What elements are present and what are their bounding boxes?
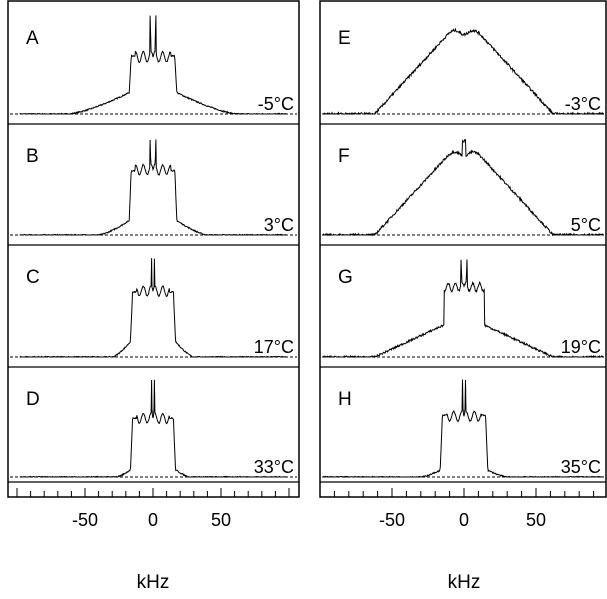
x-axis-label: kHz	[137, 572, 170, 593]
temperature-label: 5°C	[571, 215, 601, 235]
spectrum-panel-c: C 17°C	[8, 244, 299, 358]
column-frame	[7, 0, 300, 498]
spectrum-line-b	[19, 139, 287, 236]
panel-label: H	[338, 389, 352, 410]
right-column: E -3°C F 5°C G 19°C H 35°C -50 0 50 kHz	[319, 0, 607, 593]
spectrum-line-a	[19, 15, 287, 115]
column-frame	[319, 0, 607, 498]
temperature-label: 19°C	[561, 337, 601, 357]
spectrum-panel-d: D 33°C	[8, 366, 299, 478]
spectrum-panel-a: A -5°C	[10, 15, 297, 115]
spectrum-line-e	[322, 27, 605, 116]
x-tick-label: 0	[148, 510, 158, 530]
temperature-label: 35°C	[561, 457, 601, 477]
panel-label: A	[26, 28, 39, 49]
spectrum-panel-e: E -3°C	[322, 27, 605, 116]
spectrum-line-d	[19, 379, 287, 478]
x-axis-label: kHz	[448, 572, 481, 593]
temperature-label: 17°C	[254, 337, 294, 357]
panel-label: G	[338, 267, 353, 288]
panel-label: F	[338, 146, 350, 167]
x-tick-label: 0	[459, 510, 469, 530]
temperature-label: -3°C	[565, 94, 601, 114]
spectrum-panel-f: F 5°C	[320, 123, 606, 237]
x-tick-label: -50	[72, 510, 98, 530]
panel-label: B	[26, 146, 39, 167]
spectrum-line-f	[322, 138, 604, 237]
x-tick-label: -50	[379, 510, 405, 530]
x-tick-label: 50	[211, 510, 231, 530]
spectrum-line-h	[322, 379, 604, 478]
temperature-label: 3°C	[264, 215, 294, 235]
spectrum-panel-b: B 3°C	[8, 123, 299, 236]
temperature-label: 33°C	[254, 457, 294, 477]
spectrum-line-c	[19, 258, 287, 358]
spectrum-panel-g: G 19°C	[320, 244, 606, 358]
panel-label: E	[338, 28, 351, 49]
spectrum-line-g	[322, 259, 604, 358]
temperature-label: -5°C	[258, 94, 294, 114]
left-column: A -5°C B 3°C C 17°C D 33°C -50 0 50 kHz	[7, 0, 300, 593]
panel-label: C	[26, 267, 40, 288]
spectrum-panel-h: H 35°C	[320, 366, 606, 478]
panel-label: D	[26, 389, 40, 410]
x-tick-label: 50	[526, 510, 546, 530]
